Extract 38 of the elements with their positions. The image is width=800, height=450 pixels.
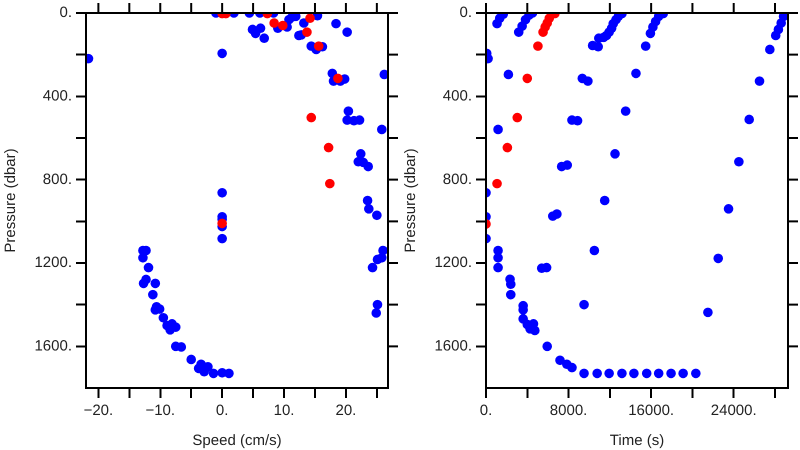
point [269, 18, 279, 28]
x-tick-label: 10. [274, 402, 294, 420]
point [492, 178, 502, 188]
x-tick-label: 20. [335, 402, 356, 420]
x-tick-label: −10. [145, 402, 176, 420]
point [522, 74, 532, 84]
x-tick-label: 24000. [710, 402, 757, 420]
y-axis-title: Pressure (dbar) [2, 148, 20, 253]
y-tick-label: 800. [42, 170, 72, 188]
y-tick-label: 400. [442, 87, 472, 104]
y-tick-label: 400. [42, 87, 72, 104]
x-tick-label: 0. [216, 402, 228, 420]
y-tick-label: 1600. [34, 337, 72, 354]
point [325, 178, 335, 188]
point [502, 142, 512, 152]
x-axis-title: Time (s) [610, 432, 664, 450]
x-axis-title: Speed (cm/s) [192, 432, 282, 450]
point [333, 74, 343, 84]
point [314, 41, 324, 51]
y-axis-title: Pressure (dbar) [402, 148, 420, 253]
point [512, 112, 522, 122]
point [305, 13, 315, 24]
y-tick-label: 800. [442, 170, 472, 188]
y-tick-label: 0. [59, 4, 72, 22]
y-tick-label: 1600. [434, 337, 472, 354]
point [533, 41, 543, 51]
point [302, 27, 312, 37]
x-tick-label: 0. [480, 402, 492, 420]
point [217, 218, 227, 228]
point [278, 20, 288, 30]
x-tick-label: 16000. [628, 402, 674, 420]
point [324, 142, 334, 152]
point [306, 112, 316, 122]
x-tick-label: −20. [84, 402, 114, 420]
x-tick-label: 8000. [550, 402, 588, 420]
y-tick-label: 1200. [34, 254, 72, 272]
y-tick-label: 0. [459, 4, 472, 22]
y-tick-label: 1200. [434, 254, 472, 272]
